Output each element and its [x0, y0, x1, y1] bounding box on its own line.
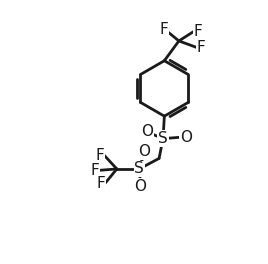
Text: O: O: [141, 125, 153, 139]
Text: O: O: [135, 179, 147, 194]
Text: F: F: [95, 148, 104, 163]
Text: F: F: [96, 176, 105, 191]
Text: F: F: [197, 40, 206, 55]
Text: F: F: [160, 22, 169, 36]
Text: O: O: [180, 130, 192, 145]
Text: F: F: [91, 163, 100, 178]
Text: F: F: [193, 24, 202, 39]
Text: O: O: [139, 144, 151, 159]
Text: S: S: [158, 131, 168, 146]
Text: S: S: [135, 162, 144, 176]
